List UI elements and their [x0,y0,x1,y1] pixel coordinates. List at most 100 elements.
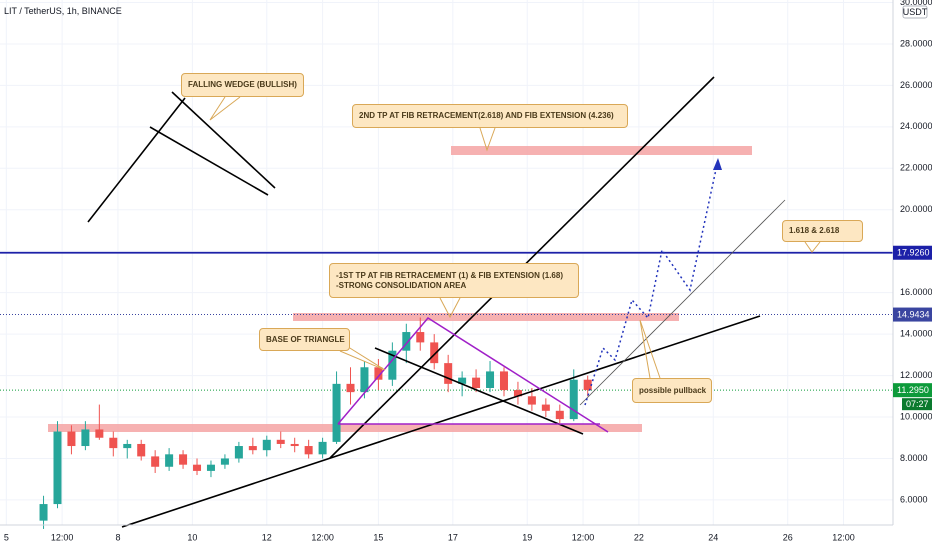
callout: -1ST TP AT FIB RETRACEMENT (1) & FIB EXT… [329,263,579,298]
candle-body [318,441,327,455]
x-tick-label: 19 [522,532,532,542]
y-tick-label: 8.0000 [900,453,928,463]
support-zone [48,424,642,432]
candle-body [67,431,76,447]
currency: USDT [903,7,928,17]
countdown: 07:27 [906,399,929,409]
candle-body [541,404,550,411]
candle-body [151,456,160,467]
candle-body [569,379,578,420]
candle-body [206,464,215,471]
y-tick-label: 30.0000 [900,0,932,7]
price-tag-label: 14.9434 [897,309,930,319]
x-tick-label: 5 [4,532,9,542]
candle-body [472,377,481,388]
price-tag-label: 17.9260 [897,248,930,258]
x-tick-label: 17 [448,532,458,542]
candle-body [39,504,48,521]
y-tick-label: 10.0000 [900,411,932,421]
price-tag [893,383,932,398]
price-tag-label: 11.2950 [897,385,929,395]
candle-body [583,379,592,391]
channel-line [579,199,786,406]
x-tick-label: 26 [783,532,793,542]
callout-pointers [209,96,821,379]
candle-body [234,446,243,459]
candle-body [81,429,90,447]
x-tick-label: 12:00 [51,532,74,542]
candle-body [179,454,188,465]
candle-body [95,429,104,438]
candle-body [555,410,564,420]
y-tick-label: 28.0000 [900,38,932,48]
price-tag [893,307,932,322]
price-tag [893,245,932,260]
x-tick-label: 12:00 [832,532,855,542]
candle-body [123,443,132,449]
candle-body [486,371,495,388]
trend-line [121,315,761,528]
callout-line: -STRONG CONSOLIDATION AREA [336,280,467,290]
candle-body [499,371,508,391]
callout: 2ND TP AT FIB RETRACEMENT(2.618) AND FIB… [352,104,628,128]
x-tick-label: 8 [115,532,120,542]
x-tick-label: 12 [262,532,272,542]
x-tick-label: 12:00 [311,532,334,542]
candle-body [444,363,453,384]
forecast-arrow [713,158,722,170]
wedge-line [171,91,276,189]
y-tick-label: 24.0000 [900,121,932,131]
triangle [337,317,609,433]
countdown-tag [902,398,932,411]
candle-body [346,383,355,393]
currency-box [902,5,928,19]
y-tick-label: 16.0000 [900,287,932,297]
candle-body [248,446,257,451]
candle-body [276,439,285,444]
candle-body [304,446,313,455]
callout: possible pullback [632,378,712,403]
target-zone [293,313,679,321]
candle-body [416,332,425,343]
forecast-path [584,159,719,406]
callout: BASE OF TRIANGLE [259,328,350,351]
candle-body [402,332,411,351]
y-tick-label: 20.0000 [900,204,932,214]
y-tick-label: 22.0000 [900,163,932,173]
y-tick-label: 12.0000 [900,370,932,380]
x-tick-label: 12:00 [572,532,595,542]
candle-body [527,396,536,405]
candle-body [290,443,299,447]
candle-body [220,458,229,465]
wedge-line [149,126,269,196]
x-tick-label: 24 [708,532,718,542]
y-tick-label: 26.0000 [900,80,932,90]
candle-body [193,464,202,471]
target-zone [451,146,752,155]
callout: 1.618 & 2.618 [782,220,863,242]
drawings [87,76,761,528]
y-tick-label: 14.0000 [900,328,932,338]
wedge-line [87,97,186,223]
x-tick-label: 22 [634,532,644,542]
candle-body [388,350,397,380]
candle-body [430,342,439,364]
trend-line [374,347,584,435]
candle-body [332,383,341,442]
y-tick-label: 6.0000 [900,494,928,504]
candle-body [513,390,522,397]
candle-body [360,367,369,393]
callout-line: -1ST TP AT FIB RETRACEMENT (1) & FIB EXT… [336,270,563,280]
candle-body [262,439,271,451]
candle-body [109,437,118,449]
candle-body [458,377,467,384]
candle-body [53,431,62,505]
callout: FALLING WEDGE (BULLISH) [181,73,304,97]
candle-body [374,367,383,380]
candle-body [137,443,146,457]
x-tick-label: 15 [373,532,383,542]
x-tick-label: 10 [187,532,197,542]
candle-body [165,454,174,467]
